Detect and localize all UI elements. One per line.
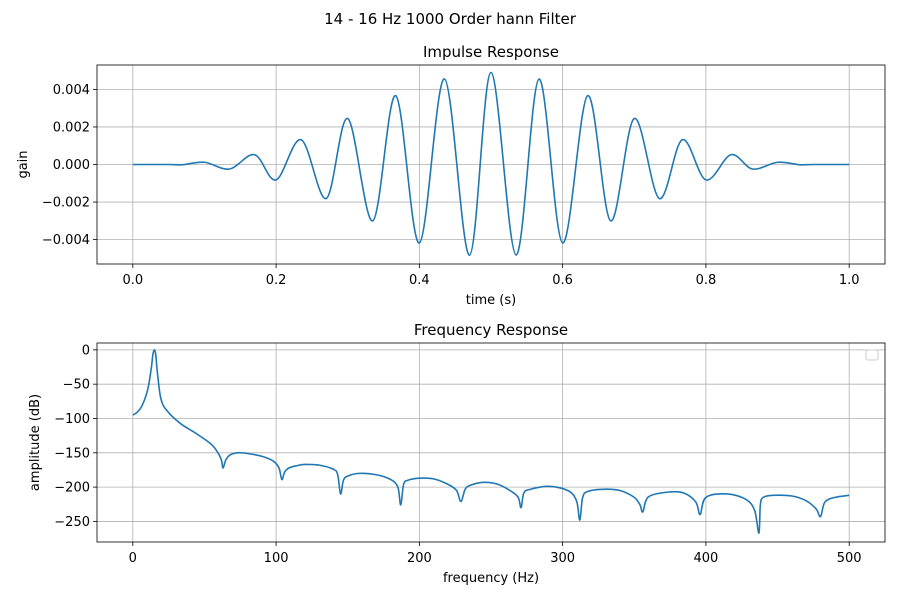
- frequency-response-plot: [132, 349, 850, 534]
- frequency-response-series-line: [132, 349, 850, 534]
- frequency-response-xtick-label: 300: [550, 551, 575, 566]
- impulse-response-ytick-label: −0.002: [42, 196, 90, 211]
- frequency-response-ytick-label: −50: [63, 378, 90, 393]
- impulse-response-plot: [132, 71, 850, 256]
- impulse-response-ticks: 0.0 0.2 0.4 0.6 0.8 1.0 −0.004 −0.002 0.000 0.002…: [42, 83, 860, 288]
- impulse-response-xtick-label: 0.8: [696, 273, 717, 288]
- frequency-response-frame: [96, 342, 886, 543]
- frequency-response-ytick-label: −100: [54, 412, 90, 427]
- frequency-response-ytick-label: −250: [54, 515, 90, 530]
- impulse-response-ytick-label: −0.004: [42, 233, 90, 248]
- impulse-response-xtick-label: 1.0: [839, 273, 860, 288]
- frequency-response-xlabel: frequency (Hz): [443, 571, 539, 586]
- frequency-response-axes: 0 100 200 300 400 500 0 −50 −100 −150 −200 −250 Fre…: [28, 321, 886, 586]
- frequency-response-grid: [97, 343, 885, 542]
- impulse-response-ylabel: gain: [16, 150, 31, 178]
- impulse-response-xtick-label: 0.4: [409, 273, 430, 288]
- impulse-response-xtick-label: 0.6: [552, 273, 573, 288]
- impulse-response-xtick-label: 0.0: [122, 273, 143, 288]
- impulse-response-axes: 0.0 0.2 0.4 0.6 0.8 1.0 −0.004 −0.002 0.000 0.002…: [16, 43, 886, 308]
- impulse-response-xlabel: time (s): [466, 293, 516, 308]
- frequency-response-xtick-label: 500: [837, 551, 862, 566]
- frequency-response-title: Frequency Response: [414, 321, 568, 339]
- frequency-response-ytick-label: 0: [82, 343, 90, 358]
- frequency-response-ticks: 0 100 200 300 400 500 0 −50 −100 −150 −200 −250: [54, 343, 861, 566]
- frequency-response-xtick-label: 200: [407, 551, 432, 566]
- impulse-response-grid: [97, 65, 885, 264]
- impulse-response-series-line: [132, 71, 850, 256]
- frequency-response-xtick-label: 0: [129, 551, 137, 566]
- impulse-response-ytick-label: 0.000: [53, 158, 90, 173]
- frequency-response-ytick-label: −200: [54, 481, 90, 496]
- impulse-response-title: Impulse Response: [423, 43, 559, 61]
- frequency-response-legend: [865, 349, 879, 361]
- impulse-response-ytick-label: 0.002: [53, 120, 90, 135]
- frequency-response-ytick-label: −150: [54, 446, 90, 461]
- impulse-response-xtick-label: 0.2: [266, 273, 287, 288]
- frequency-response-ylabel: amplitude (dB): [28, 394, 43, 491]
- figure-suptitle: 14 - 16 Hz 1000 Order hann Filter: [324, 10, 577, 28]
- frequency-response-xtick-label: 400: [693, 551, 718, 566]
- impulse-response-ytick-label: 0.004: [53, 83, 90, 98]
- frequency-response-xtick-label: 100: [264, 551, 289, 566]
